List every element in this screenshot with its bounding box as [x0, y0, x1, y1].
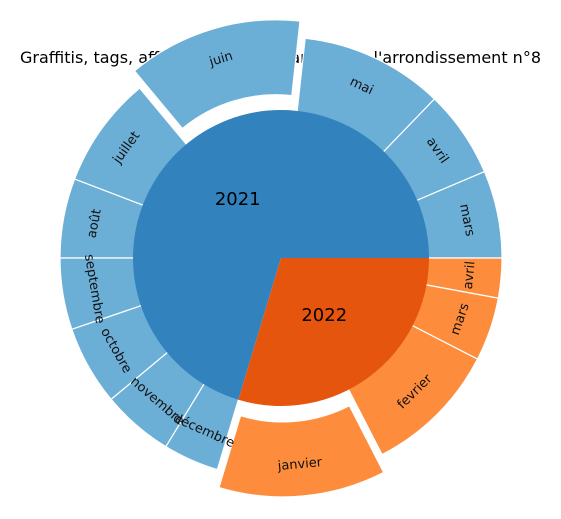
month-label-2021-juin: juin: [207, 49, 235, 70]
month-label-2021-août: août: [85, 208, 105, 240]
month-label-2021-mars: mars: [456, 203, 477, 238]
year-wedge-2022: [238, 258, 429, 406]
month-label-2022-janvier: janvier: [276, 455, 323, 474]
year-label-2022: 2022: [301, 305, 347, 326]
year-wedge-2021: [133, 109, 430, 400]
month-wedge-2021-juin: [133, 19, 301, 130]
month-wedge-2022-janvier: [218, 404, 385, 498]
year-label-2021: 2021: [215, 189, 261, 210]
month-label-2022-avril: avril: [461, 261, 479, 290]
